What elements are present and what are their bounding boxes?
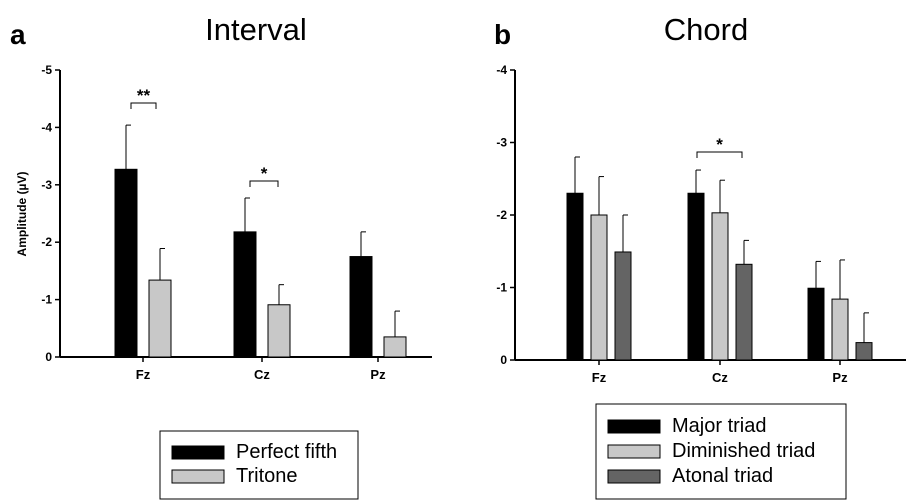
panel-a-plot: 0-1-2-3-4-5Fz Cz Pz*** [41, 63, 432, 382]
panel-b-legend-swatch [607, 419, 661, 434]
panel-a-bar [267, 304, 291, 358]
panel-b-bar [735, 263, 753, 361]
panel-a-x-tick-label: Pz [370, 367, 386, 382]
panel-a-significance-bracket [249, 180, 279, 187]
panel-a-y-tick-label: 0 [45, 350, 52, 364]
panel-b-bar [566, 192, 584, 361]
panel-a-significance-bracket [130, 102, 157, 109]
panel-a-x-tick-label: Fz [136, 367, 151, 382]
panel-b-legend: Major triad Diminished triad Atonal triad [595, 403, 847, 500]
panel-a-bar [383, 336, 407, 358]
panel-a-bar [233, 231, 257, 358]
panel-a-legend-swatch [171, 445, 225, 460]
panel-b-legend-swatch [607, 469, 661, 484]
panel-a-y-tick-label: -3 [41, 178, 52, 192]
panel-b-bar [711, 212, 729, 361]
panel-a-bar [114, 168, 138, 358]
panel-a-title: Interval [205, 12, 307, 47]
panel-b-significance-bracket [696, 151, 743, 158]
panel-b-y-tick-label: -3 [496, 136, 507, 150]
panel-a-y-tick-label: -4 [41, 120, 52, 134]
panel-a-legend-label: Perfect fifth [236, 441, 337, 463]
panel-b-y-tick-label: 0 [500, 353, 507, 367]
panel-b-x-tick-label: Cz [712, 370, 728, 385]
panel-a-y-tick-label: -5 [41, 63, 52, 77]
panel-a-significance-label: ** [137, 86, 151, 105]
panel-a-legend-swatch [171, 469, 225, 484]
panel-a-legend-label: Tritone [236, 465, 298, 487]
panel-b-significance-label: * [716, 135, 723, 154]
panel-b-legend-label: Major triad [672, 415, 766, 437]
panel-b-bar [687, 192, 705, 361]
panel-b-legend-label: Diminished triad [672, 440, 815, 462]
panel-b-legend-label: Atonal triad [672, 465, 773, 487]
panel-b-title: Chord [664, 12, 748, 47]
panel-b-bar [807, 287, 825, 361]
panel-b-plot: 0 -1 -2 -3 -4 Fz Cz Pz * [496, 63, 906, 385]
panel-b-bar [590, 214, 608, 361]
panel-b-x-tick-label: Pz [832, 370, 848, 385]
panel-b-letter: b [494, 19, 511, 50]
panel-a-letter: a [10, 19, 26, 50]
panel-b-bar [614, 251, 632, 361]
panel-b-y-tick-label: -2 [496, 208, 507, 222]
panel-b-x-tick-label: Fz [592, 370, 607, 385]
panel-b-bar [855, 342, 873, 361]
panel-b-y-tick-label: -1 [496, 281, 507, 295]
panel-b-legend-swatch [607, 444, 661, 459]
panel-a-bar [349, 256, 373, 358]
panel-a-y-axis-label: Amplitude (µV) [15, 172, 29, 257]
panel-a-y-tick-label: -1 [41, 293, 52, 307]
panel-a-significance-label: * [261, 164, 268, 183]
panel-a-y-tick-label: -2 [41, 235, 52, 249]
panel-a-x-tick-label: Cz [254, 367, 270, 382]
panel-b-y-tick-label: -4 [496, 63, 507, 77]
panel-a-legend-box [159, 430, 359, 500]
panel-a-bar [148, 279, 172, 358]
panel-b-bar [831, 298, 849, 361]
